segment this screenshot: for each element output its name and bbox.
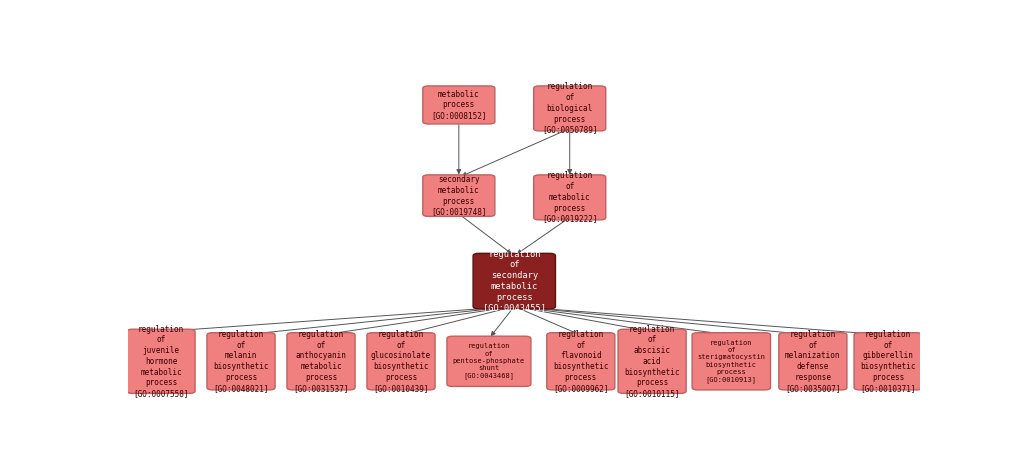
Text: regulation
of
juvenile
hormone
metabolic
process
[GO:0007558]: regulation of juvenile hormone metabolic…: [133, 324, 189, 398]
Text: metabolic
process
[GO:0008152]: metabolic process [GO:0008152]: [431, 90, 486, 120]
FancyBboxPatch shape: [423, 175, 495, 217]
Text: regulation
of
gibberellin
biosynthetic
process
[GO:0010371]: regulation of gibberellin biosynthetic p…: [861, 330, 916, 393]
Text: secondary
metabolic
process
[GO:0019748]: secondary metabolic process [GO:0019748]: [431, 175, 486, 216]
Text: regulation
of
anthocyanin
metabolic
process
[GO:0031537]: regulation of anthocyanin metabolic proc…: [293, 330, 349, 393]
Text: regulation
of
melanin
biosynthetic
process
[GO:0048021]: regulation of melanin biosynthetic proce…: [214, 330, 269, 393]
FancyBboxPatch shape: [473, 253, 556, 309]
Text: regulation
of
pentose-phosphate
shunt
[GO:0043468]: regulation of pentose-phosphate shunt [G…: [453, 343, 525, 379]
FancyBboxPatch shape: [423, 86, 495, 124]
FancyBboxPatch shape: [367, 333, 435, 390]
Text: regulation
of
melanization
defense
response
[GO:0035007]: regulation of melanization defense respo…: [785, 330, 841, 393]
Text: regulation
of
secondary
metabolic
process
[GO:0043455]: regulation of secondary metabolic proces…: [482, 250, 546, 313]
Text: regulation
of
sterigmatocystin
biosynthetic
process
[GO:0010913]: regulation of sterigmatocystin biosynthe…: [697, 340, 765, 383]
FancyBboxPatch shape: [692, 333, 771, 390]
Text: regulation
of
biological
process
[GO:0050789]: regulation of biological process [GO:005…: [542, 82, 598, 135]
FancyBboxPatch shape: [854, 333, 922, 390]
FancyBboxPatch shape: [547, 333, 615, 390]
FancyBboxPatch shape: [618, 329, 686, 393]
Text: regulation
of
metabolic
process
[GO:0019222]: regulation of metabolic process [GO:0019…: [542, 171, 598, 223]
Text: regulation
of
flavonoid
biosynthetic
process
[GO:0009962]: regulation of flavonoid biosynthetic pro…: [553, 330, 608, 393]
FancyBboxPatch shape: [127, 329, 195, 393]
FancyBboxPatch shape: [533, 175, 606, 220]
Text: regulation
of
abscisic
acid
biosynthetic
process
[GO:0010115]: regulation of abscisic acid biosynthetic…: [624, 324, 680, 398]
FancyBboxPatch shape: [533, 86, 606, 131]
FancyBboxPatch shape: [779, 333, 847, 390]
FancyBboxPatch shape: [206, 333, 275, 390]
FancyBboxPatch shape: [447, 336, 530, 386]
FancyBboxPatch shape: [287, 333, 355, 390]
Text: regulation
of
glucosinolate
biosynthetic
process
[GO:0010439]: regulation of glucosinolate biosynthetic…: [371, 330, 431, 393]
